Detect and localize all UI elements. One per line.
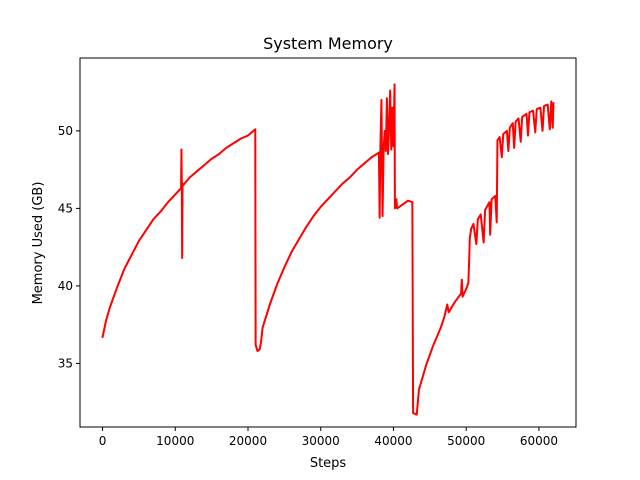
tick-layer: 0 10000 20000 30000 40000 50000 60000 35 40 45 50 [58,124,558,448]
x-tick-label: 20000 [229,434,267,448]
x-tick-label: 40000 [374,434,412,448]
memory-series-line [101,83,555,416]
y-tick-label: 40 [58,279,73,293]
y-axis-label: Memory Used (GB) [31,182,46,305]
x-tick-label: 60000 [520,434,558,448]
x-tick-label: 30000 [302,434,340,448]
x-tick-label: 10000 [156,434,194,448]
y-tick-label: 50 [58,124,73,138]
x-tick-label: 0 [99,434,107,448]
chart-title: System Memory [263,34,393,53]
x-tick-label: 50000 [447,434,485,448]
y-tick-label: 35 [58,356,73,370]
plot-area [80,58,576,427]
x-axis-label: Steps [310,456,347,471]
plot-frame [79,57,577,428]
y-tick-label: 45 [58,201,73,215]
series-layer [101,83,555,416]
